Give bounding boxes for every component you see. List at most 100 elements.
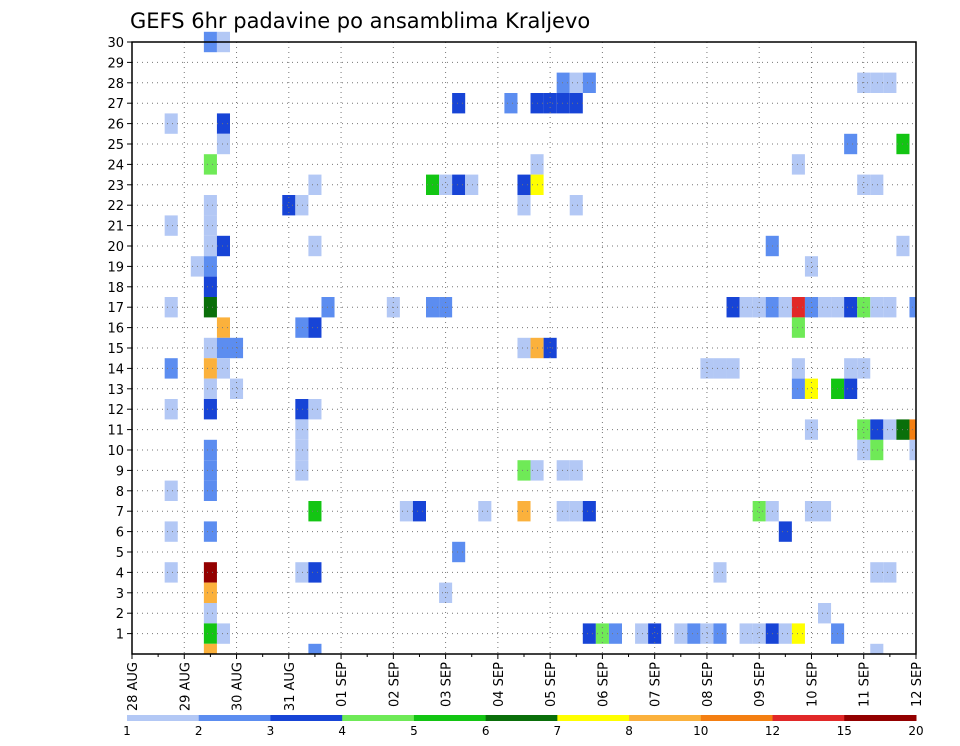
colorbar-label: 5: [410, 724, 418, 738]
heatmap-cell: [203, 297, 217, 318]
heatmap-cell: [295, 562, 309, 583]
heatmap-cell: [804, 378, 818, 399]
y-tick-label: 23: [107, 179, 124, 194]
heatmap-cell: [870, 439, 884, 461]
x-tick-label: 01 SEP: [335, 662, 350, 707]
x-tick-label: 05 SEP: [544, 662, 559, 707]
heatmap-cell: [203, 623, 217, 644]
heatmap-cell: [870, 419, 884, 440]
colorbar-label: 8: [625, 724, 633, 738]
colorbar: 1 2 3 4 5 6 7 8 10 12 15 20: [123, 715, 924, 738]
heatmap-cell: [739, 623, 753, 644]
heatmap-cell: [791, 154, 805, 175]
heatmap-cell: [295, 317, 309, 338]
heatmap-cell: [203, 460, 217, 481]
heatmap-cell: [804, 419, 818, 440]
heatmap-cell: [282, 195, 296, 216]
colorbar-label: 15: [837, 724, 852, 738]
colorbar-swatch: [342, 715, 415, 721]
heatmap-cell: [203, 643, 217, 654]
x-axis: 28 AUG 29 AUG 30 AUG 31 AUG 01 SEP 02 SEP 03 S…: [126, 654, 925, 711]
heatmap-cell: [517, 195, 531, 216]
heatmap-cell: [857, 439, 871, 461]
y-tick-label: 29: [107, 56, 124, 71]
x-tick-label: 29 AUG: [178, 662, 193, 711]
heatmap-cell: [164, 562, 178, 583]
colorbar-label: 10: [693, 724, 708, 738]
colorbar-swatch: [485, 715, 558, 721]
heatmap-cell: [870, 562, 884, 583]
heatmap-cell: [216, 113, 230, 134]
heatmap-cell: [870, 174, 884, 195]
heatmap-cell: [844, 133, 858, 155]
heatmap-cell: [164, 480, 178, 501]
heatmap-cell: [844, 378, 858, 399]
heatmap-cell: [870, 72, 884, 93]
colorbar-swatch: [772, 715, 845, 721]
heatmap-cell: [164, 297, 178, 318]
y-tick-label: 21: [107, 220, 124, 235]
heatmap-cell: [399, 501, 413, 522]
heatmap-cell: [778, 521, 792, 542]
y-tick-label: 30: [107, 36, 124, 51]
heatmap-cell: [713, 358, 727, 379]
heatmap-cell: [164, 215, 178, 236]
heatmap-cell: [726, 358, 740, 379]
y-tick-label: 20: [107, 240, 124, 255]
heatmap-cell: [230, 378, 244, 399]
heatmap-cell: [216, 337, 230, 359]
heatmap-cell: [517, 174, 531, 195]
heatmap-cell: [804, 501, 818, 522]
heatmap-cell: [164, 113, 178, 134]
heatmap-cell: [569, 195, 583, 216]
heatmap-cell: [308, 399, 322, 420]
heatmap-cell: [203, 582, 217, 603]
y-tick-label: 10: [107, 444, 124, 459]
heatmap-cell: [778, 623, 792, 644]
y-tick-label: 12: [107, 403, 124, 418]
heatmap-cell: [791, 623, 805, 644]
colorbar-swatch: [198, 715, 271, 721]
x-tick-label: 03 SEP: [440, 662, 455, 707]
heatmap-cell: [203, 480, 217, 501]
heatmap-cell: [216, 317, 230, 338]
colorbar-label: 20: [908, 724, 923, 738]
y-tick-label: 1: [116, 628, 124, 643]
heatmap-cell: [674, 623, 688, 644]
heatmap-cell: [308, 174, 322, 195]
heatmap-cell: [700, 623, 714, 644]
heatmap-cell: [857, 419, 871, 440]
y-tick-label: 13: [107, 383, 124, 398]
heatmap-cell: [857, 358, 871, 379]
y-tick-label: 15: [107, 342, 124, 357]
heatmap-cell: [739, 297, 753, 318]
x-tick-label: 28 AUG: [126, 662, 141, 711]
heatmap-cell: [569, 93, 583, 114]
x-tick-label: 02 SEP: [387, 662, 402, 707]
colorbar-swatch: [700, 715, 774, 721]
heatmap-cell: [504, 93, 518, 114]
heatmap-cell: [556, 93, 570, 114]
colorbar-label: 7: [554, 724, 562, 738]
colorbar-swatch: [629, 715, 702, 721]
heatmap-cell: [648, 623, 662, 644]
y-tick-label: 14: [107, 362, 124, 377]
heatmap-cell: [569, 460, 583, 481]
y-tick-label: 8: [116, 485, 124, 500]
heatmap-cell: [308, 501, 322, 522]
y-tick-label: 25: [107, 138, 124, 153]
heatmap-cell: [216, 235, 230, 257]
heatmap-cell: [582, 501, 596, 522]
y-tick-label: 7: [116, 505, 124, 520]
heatmap-cell: [452, 541, 466, 563]
y-tick-label: 6: [116, 526, 124, 541]
heatmap-cell: [216, 623, 230, 644]
heatmap-cell: [164, 521, 178, 542]
heatmap-cell: [203, 195, 217, 216]
y-tick-label: 22: [107, 199, 124, 214]
heatmap-cell: [713, 623, 727, 644]
heatmap-cell: [883, 297, 897, 318]
heatmap-cell: [203, 439, 217, 461]
y-tick-label: 18: [107, 281, 124, 296]
